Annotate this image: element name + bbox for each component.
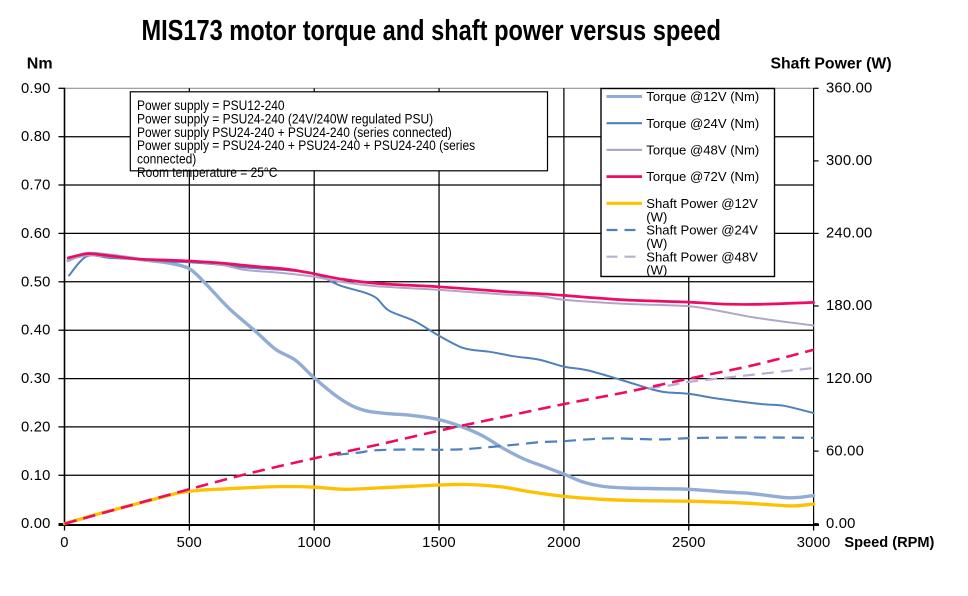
svg-text:(W): (W) — [646, 263, 667, 278]
svg-text:Power supply = PSU12-240: Power supply = PSU12-240 — [137, 97, 285, 113]
svg-text:2500: 2500 — [672, 535, 706, 551]
svg-text:240.00: 240.00 — [826, 226, 872, 242]
svg-text:0.60: 0.60 — [21, 226, 51, 242]
svg-text:MIS173 motor torque and shaft: MIS173 motor torque and shaft power vers… — [141, 14, 720, 47]
svg-text:Speed (RPM): Speed (RPM) — [844, 535, 934, 551]
svg-text:1500: 1500 — [422, 535, 456, 551]
svg-text:0.30: 0.30 — [21, 371, 51, 387]
svg-text:0.10: 0.10 — [21, 468, 51, 484]
svg-text:0.50: 0.50 — [21, 274, 51, 290]
svg-text:connected): connected) — [137, 151, 196, 167]
svg-text:Torque @24V (Nm): Torque @24V (Nm) — [646, 116, 759, 131]
svg-text:Shaft Power @48V: Shaft Power @48V — [646, 249, 758, 264]
svg-text:Torque @48V (Nm): Torque @48V (Nm) — [646, 143, 759, 158]
svg-text:0.00: 0.00 — [21, 516, 51, 532]
svg-text:300.00: 300.00 — [826, 153, 872, 169]
svg-text:0.20: 0.20 — [21, 419, 51, 435]
svg-text:180.00: 180.00 — [826, 298, 872, 314]
svg-text:Room temperature = 25°C: Room temperature = 25°C — [137, 164, 277, 180]
svg-text:Shaft Power @12V: Shaft Power @12V — [646, 196, 758, 211]
svg-text:120.00: 120.00 — [826, 371, 872, 387]
svg-text:Power supply PSU24-240 + PSU24: Power supply PSU24-240 + PSU24-240 (seri… — [137, 124, 452, 140]
svg-text:0.90: 0.90 — [21, 81, 51, 97]
svg-text:Shaft Power (W): Shaft Power (W) — [771, 56, 892, 73]
svg-text:3000: 3000 — [797, 535, 831, 551]
svg-text:(W): (W) — [646, 236, 667, 251]
svg-text:Power supply = PSU24-240 + PS: Power supply = PSU24-240 + PSU24-240 + P… — [137, 137, 476, 153]
svg-text:0.70: 0.70 — [21, 178, 51, 194]
svg-text:Torque @72V (Nm): Torque @72V (Nm) — [646, 169, 759, 184]
svg-text:(W): (W) — [646, 209, 667, 224]
svg-text:Nm: Nm — [27, 55, 53, 72]
svg-text:0.80: 0.80 — [21, 129, 51, 145]
svg-text:60.00: 60.00 — [826, 443, 864, 459]
svg-text:Torque @12V (Nm): Torque @12V (Nm) — [646, 89, 759, 104]
svg-text:1000: 1000 — [297, 535, 331, 551]
svg-text:0.40: 0.40 — [21, 323, 51, 339]
svg-text:Power supply = PSU24-240 (24V: Power supply = PSU24-240 (24V/240W regul… — [137, 111, 433, 127]
svg-text:500: 500 — [177, 535, 202, 551]
svg-text:0: 0 — [60, 535, 68, 551]
svg-text:Shaft Power @24V: Shaft Power @24V — [646, 223, 758, 238]
svg-text:0.00: 0.00 — [826, 516, 856, 532]
svg-text:360.00: 360.00 — [826, 81, 872, 97]
svg-text:2000: 2000 — [547, 535, 581, 551]
